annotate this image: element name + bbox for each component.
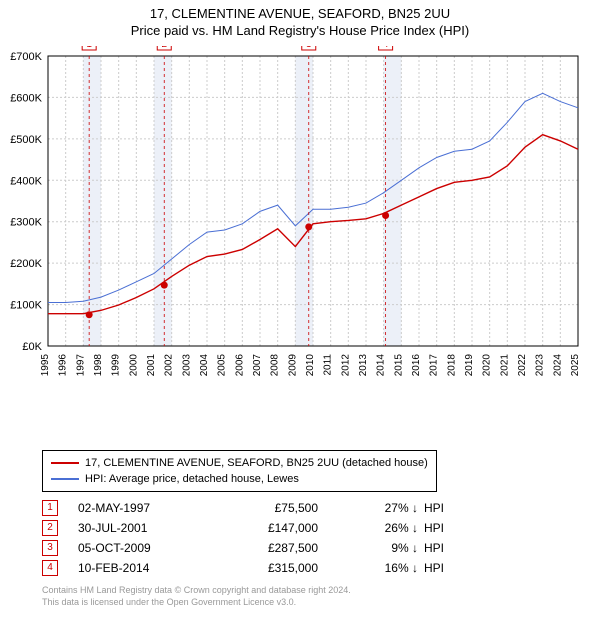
event-delta: 27% ↓ xyxy=(358,501,424,515)
svg-text:1995: 1995 xyxy=(40,354,51,377)
event-price: £75,500 xyxy=(208,501,358,515)
legend: 17, CLEMENTINE AVENUE, SEAFORD, BN25 2UU… xyxy=(42,450,437,492)
footer-attribution: Contains HM Land Registry data © Crown c… xyxy=(42,584,351,608)
event-marker: 3 xyxy=(42,540,58,556)
event-marker: 2 xyxy=(42,520,58,536)
event-price: £147,000 xyxy=(208,521,358,535)
svg-text:2004: 2004 xyxy=(199,354,210,377)
sale-events-table: 1 02-MAY-1997 £75,500 27% ↓ HPI 2 30-JUL… xyxy=(42,498,444,578)
svg-text:3: 3 xyxy=(306,46,312,50)
svg-text:2013: 2013 xyxy=(358,354,369,377)
legend-label: HPI: Average price, detached house, Lewe… xyxy=(85,471,299,487)
event-delta: 16% ↓ xyxy=(358,561,424,575)
event-vs: HPI xyxy=(424,561,444,575)
footer-line: Contains HM Land Registry data © Crown c… xyxy=(42,584,351,596)
event-date: 30-JUL-2001 xyxy=(78,521,208,535)
svg-text:2018: 2018 xyxy=(446,354,457,377)
svg-text:2001: 2001 xyxy=(146,354,157,377)
table-row: 1 02-MAY-1997 £75,500 27% ↓ HPI xyxy=(42,498,444,518)
legend-swatch xyxy=(51,462,79,464)
legend-item: 17, CLEMENTINE AVENUE, SEAFORD, BN25 2UU… xyxy=(51,455,428,471)
svg-text:1997: 1997 xyxy=(75,354,86,377)
svg-text:2025: 2025 xyxy=(570,354,581,377)
svg-text:£500K: £500K xyxy=(10,134,42,146)
svg-text:2: 2 xyxy=(161,46,167,50)
svg-text:2000: 2000 xyxy=(128,354,139,377)
event-price: £315,000 xyxy=(208,561,358,575)
svg-text:2016: 2016 xyxy=(411,354,422,377)
svg-text:2024: 2024 xyxy=(552,354,563,377)
svg-text:2010: 2010 xyxy=(305,354,316,377)
svg-text:2014: 2014 xyxy=(376,354,387,377)
svg-text:2012: 2012 xyxy=(340,354,351,377)
down-arrow-icon: ↓ xyxy=(412,541,418,555)
svg-text:£200K: £200K xyxy=(10,258,42,270)
svg-text:2006: 2006 xyxy=(234,354,245,377)
chart-svg: £0K £100K £200K £300K £400K £500K £600K £700K 19… xyxy=(0,46,600,406)
svg-text:2017: 2017 xyxy=(429,354,440,377)
legend-swatch xyxy=(51,478,79,480)
svg-text:£300K: £300K xyxy=(10,217,42,229)
event-vs: HPI xyxy=(424,521,444,535)
down-arrow-icon: ↓ xyxy=(412,501,418,515)
table-row: 4 10-FEB-2014 £315,000 16% ↓ HPI xyxy=(42,558,444,578)
event-date: 02-MAY-1997 xyxy=(78,501,208,515)
event-marker: 4 xyxy=(42,560,58,576)
table-row: 3 05-OCT-2009 £287,500 9% ↓ HPI xyxy=(42,538,444,558)
event-delta: 26% ↓ xyxy=(358,521,424,535)
chart-title-block: 17, CLEMENTINE AVENUE, SEAFORD, BN25 2UU… xyxy=(0,0,600,38)
svg-text:2023: 2023 xyxy=(535,354,546,377)
legend-label: 17, CLEMENTINE AVENUE, SEAFORD, BN25 2UU… xyxy=(85,455,428,471)
svg-text:£600K: £600K xyxy=(10,92,42,104)
chart-title-line1: 17, CLEMENTINE AVENUE, SEAFORD, BN25 2UU xyxy=(0,6,600,21)
down-arrow-icon: ↓ xyxy=(412,561,418,575)
event-delta: 9% ↓ xyxy=(358,541,424,555)
event-vs: HPI xyxy=(424,541,444,555)
svg-text:2015: 2015 xyxy=(393,354,404,377)
svg-text:£400K: £400K xyxy=(10,175,42,187)
svg-text:2011: 2011 xyxy=(323,354,334,376)
svg-text:4: 4 xyxy=(383,46,389,50)
svg-text:2002: 2002 xyxy=(164,354,175,377)
svg-text:2009: 2009 xyxy=(287,354,298,377)
svg-text:2003: 2003 xyxy=(181,354,192,377)
chart-title-line2: Price paid vs. HM Land Registry's House … xyxy=(0,23,600,38)
svg-text:2005: 2005 xyxy=(217,354,228,377)
table-row: 2 30-JUL-2001 £147,000 26% ↓ HPI xyxy=(42,518,444,538)
footer-line: This data is licensed under the Open Gov… xyxy=(42,596,351,608)
svg-text:£100K: £100K xyxy=(10,300,42,312)
svg-text:2019: 2019 xyxy=(464,354,475,377)
svg-text:£700K: £700K xyxy=(10,51,42,63)
svg-text:2008: 2008 xyxy=(270,354,281,377)
svg-text:2007: 2007 xyxy=(252,354,263,377)
event-price: £287,500 xyxy=(208,541,358,555)
svg-text:2020: 2020 xyxy=(482,354,493,377)
event-date: 05-OCT-2009 xyxy=(78,541,208,555)
svg-text:1: 1 xyxy=(86,46,92,50)
svg-text:2022: 2022 xyxy=(517,354,528,377)
event-vs: HPI xyxy=(424,501,444,515)
down-arrow-icon: ↓ xyxy=(412,521,418,535)
legend-item: HPI: Average price, detached house, Lewe… xyxy=(51,471,428,487)
svg-text:£0K: £0K xyxy=(22,341,42,353)
event-date: 10-FEB-2014 xyxy=(78,561,208,575)
event-marker: 1 xyxy=(42,500,58,516)
svg-text:1996: 1996 xyxy=(58,354,69,377)
svg-text:1998: 1998 xyxy=(93,354,104,377)
price-chart: £0K £100K £200K £300K £400K £500K £600K £700K 19… xyxy=(0,46,600,406)
svg-text:2021: 2021 xyxy=(499,354,510,377)
svg-text:1999: 1999 xyxy=(111,354,122,377)
